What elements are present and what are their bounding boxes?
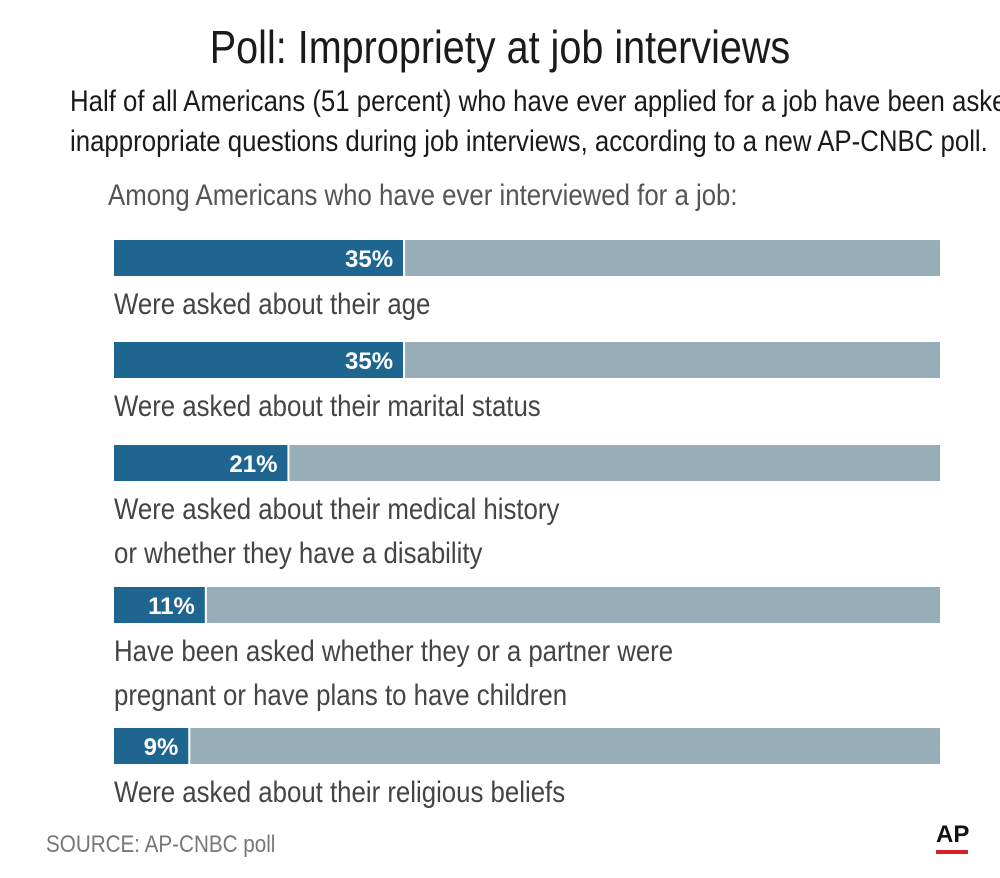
bar-track — [114, 728, 940, 764]
bar-separator — [188, 728, 191, 764]
bar-group: 21% Were asked about their medical histor… — [114, 445, 940, 569]
subtitle-line: inappropriate questions during job inter… — [70, 125, 988, 158]
bar-value-label: 9% — [144, 734, 179, 761]
ap-logo-rule — [936, 850, 968, 854]
source-note: SOURCE: AP-CNBC poll — [46, 831, 276, 858]
bar — [114, 728, 189, 764]
bar — [114, 445, 288, 481]
bar-track — [114, 587, 940, 623]
bar-group: 9% Were asked about their religious belie… — [114, 728, 940, 808]
subtitle-line: Half of all Americans (51 percent) who h… — [70, 85, 1000, 118]
bar — [114, 587, 205, 623]
ap-logo: AP — [936, 821, 970, 854]
bar — [114, 240, 404, 276]
category-label: Were asked about their religious beliefs — [114, 775, 565, 808]
bar-group: 11% Have been asked whether they or a par… — [114, 587, 940, 711]
bar — [114, 342, 404, 378]
chart-subtitle: Half of all Americans (51 percent) who h… — [70, 82, 1000, 162]
bar-group: 35% Were asked about their age — [114, 240, 940, 320]
category-label: Were asked about their medical history — [114, 492, 559, 525]
bar-value-label: 11% — [148, 593, 195, 620]
category-label: Have been asked whether they or a partne… — [114, 634, 673, 667]
bar-separator — [287, 445, 290, 481]
bar-separator — [403, 342, 406, 378]
category-label: pregnant or have plans to have children — [114, 678, 567, 711]
category-label: Were asked about their age — [114, 287, 430, 320]
ap-logo-text: AP — [936, 821, 970, 848]
chart-intro: Among Americans who have ever interviewe… — [108, 179, 738, 212]
bar-group: 35% Were asked about their marital status — [114, 342, 940, 422]
category-label: or whether they have a disability — [114, 536, 482, 569]
bar-value-label: 21% — [229, 451, 277, 478]
bar-separator — [403, 240, 406, 276]
bar-value-label: 35% — [345, 348, 393, 375]
bar-separator — [204, 587, 207, 623]
chart-title: Poll: Impropriety at job interviews — [209, 21, 791, 73]
bar-value-label: 35% — [345, 246, 393, 273]
category-label: Were asked about their marital status — [114, 389, 541, 422]
